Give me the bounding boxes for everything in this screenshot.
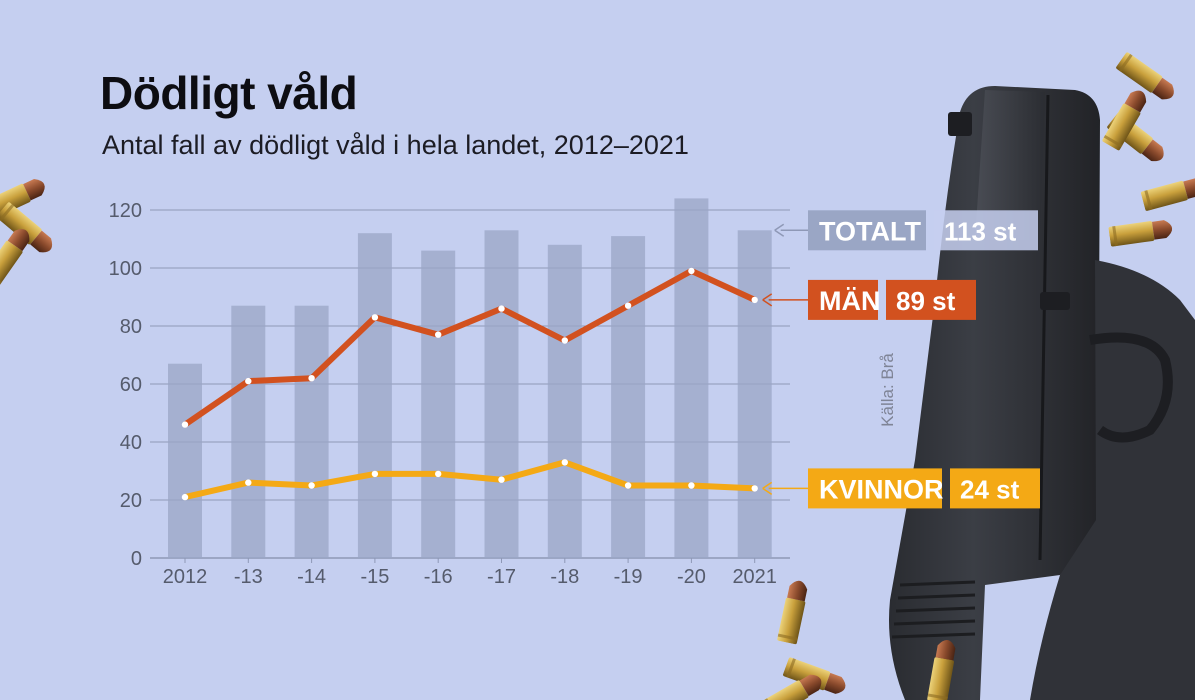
data-point-kvinnor [245, 479, 252, 486]
page-subtitle: Antal fall av dödligt våld i hela landet… [102, 130, 689, 160]
x-tick-label: -19 [614, 566, 643, 588]
label-box-TOTALT [808, 210, 926, 251]
y-tick-label: 20 [120, 490, 142, 512]
data-point-man [751, 296, 758, 304]
x-tick-label: -13 [234, 566, 263, 588]
data-point-man [181, 421, 189, 428]
data-point-man [371, 314, 379, 321]
series-name-label: MÄN [819, 286, 881, 316]
x-tick-label: -18 [550, 566, 579, 588]
series-lines [181, 267, 758, 501]
value-box [950, 468, 1040, 509]
bar--17 [484, 230, 519, 559]
y-tick-label: 80 [120, 316, 142, 338]
data-point-kvinnor [181, 493, 189, 501]
bar--14 [294, 305, 329, 558]
bar--15 [357, 233, 392, 558]
bar-2012 [168, 363, 202, 558]
y-tick-label: 0 [131, 548, 142, 570]
y-tick-label: 60 [120, 374, 142, 396]
y-tick-label: 100 [109, 258, 142, 280]
series-name-label: TOTALT [819, 216, 921, 246]
data-point-kvinnor [498, 476, 505, 483]
data-point-kvinnor [561, 459, 568, 466]
data-point-man [624, 302, 632, 309]
data-point-man [498, 305, 505, 312]
data-point-kvinnor [308, 482, 315, 489]
label-box-MÄN [808, 279, 878, 320]
bar--16 [421, 250, 456, 558]
bar--19 [611, 236, 646, 558]
x-tick-label: -20 [677, 566, 706, 588]
x-tick-label: -17 [487, 566, 516, 588]
series-value-label: 113 st [944, 216, 1017, 246]
arrow-icon [762, 293, 773, 307]
series-end-labels: TOTALT 113 st MÄN 89 st KVINNOR 24 st [762, 210, 1040, 509]
bar-2021 [737, 230, 772, 559]
x-tick-label: 2012 [163, 566, 208, 588]
data-point-man [435, 331, 442, 338]
value-box [934, 210, 1038, 251]
x-axis-ticks: 2012 -13 -14 -15 -16 -17 -18 -19 -20 2021 [163, 558, 777, 588]
x-tick-label: -16 [424, 566, 453, 588]
bar--18 [547, 244, 582, 559]
bar--20 [674, 198, 709, 558]
bars-totalt [168, 198, 772, 559]
x-tick-label: 2021 [732, 566, 777, 588]
source-label: Källa: Brå [878, 353, 897, 427]
pistol-image [889, 86, 1195, 700]
arrow-icon [774, 223, 785, 237]
y-tick-label: 120 [109, 200, 142, 222]
x-tick-label: -14 [297, 566, 326, 588]
pistol-trigger-guard [1089, 332, 1173, 443]
data-point-man [245, 377, 252, 385]
value-box [886, 279, 976, 320]
data-point-kvinnor [435, 470, 442, 478]
series-value-label: 89 st [896, 286, 956, 316]
x-tick-label: -15 [360, 566, 389, 588]
label-box-KVINNOR [808, 468, 942, 509]
data-point-man [308, 375, 315, 382]
series-value-label: 24 st [960, 474, 1020, 504]
y-tick-label: 40 [120, 432, 142, 454]
bar--13 [231, 305, 266, 558]
y-axis-ticks: 0 20 40 60 80 100 120 [109, 200, 142, 570]
arrow-icon [762, 481, 773, 496]
data-point-kvinnor [688, 482, 695, 489]
data-point-kvinnor [751, 485, 758, 492]
series-line-man [182, 267, 758, 428]
data-point-man [688, 267, 695, 275]
data-point-kvinnor [624, 482, 632, 489]
data-point-kvinnor [371, 470, 379, 478]
series-line-kvinnor [182, 459, 758, 501]
data-point-man [561, 337, 568, 344]
series-name-label: KVINNOR [819, 474, 944, 504]
page-title: Dödligt våld [100, 67, 358, 119]
pistol-frame [1030, 260, 1195, 700]
